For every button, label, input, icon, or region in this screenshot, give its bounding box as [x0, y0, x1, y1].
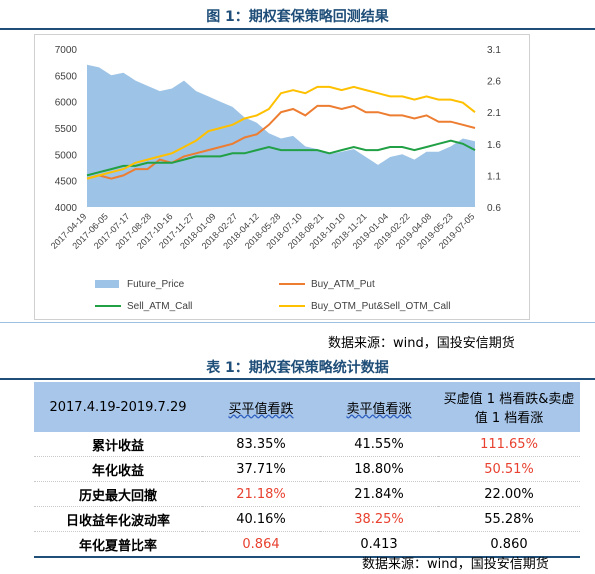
y-right-tick-label: 2.1: [487, 108, 501, 119]
y-left-tick-label: 6500: [55, 71, 78, 82]
title-rule: [0, 28, 595, 30]
table-source: 数据来源：wind，国投安信期货: [362, 557, 549, 572]
legend-future-price-label: Future_Price: [127, 279, 185, 290]
chart-area: 4000 4500 5000 5500 6000 6500 7000 0.6 1.1 1.6 2.1…: [34, 34, 530, 320]
series-future-price-area: [87, 64, 475, 207]
header-sell-atm-call-label: 卖平值看涨: [346, 401, 412, 417]
row-label: 累计收益: [34, 432, 202, 457]
table-cell: 38.25%: [320, 506, 438, 532]
legend-otm-combo-label: Buy_OTM_Put&Sell_OTM_Call: [311, 301, 451, 312]
table-cell: 21.84%: [320, 481, 438, 507]
y-right-tick-label: 3.1: [487, 45, 501, 56]
row-label: 日收益年化波动率: [34, 506, 202, 532]
table-cell: 0.413: [320, 531, 438, 558]
table-cell: 111.65%: [438, 432, 580, 457]
table-cell: 41.55%: [320, 432, 438, 457]
table-cell: 83.35%: [202, 432, 320, 457]
table-cell: 0.860: [438, 531, 580, 558]
figure-source: 数据来源：wind，国投安信期货: [328, 336, 515, 351]
y-right-tick-label: 1.6: [487, 140, 501, 151]
legend-sell-atm-call-label: Sell_ATM_Call: [127, 301, 192, 312]
table-cell: 50.51%: [438, 456, 580, 482]
table-row-cumulative-return: 累计收益 83.35% 41.55% 111.65%: [34, 432, 580, 457]
table-cell: 21.18%: [202, 481, 320, 507]
table-title: 表 1：期权套保策略统计数据: [206, 360, 389, 376]
series-otm-combo-line: [86, 85, 476, 180]
y-right-tick-label: 2.6: [487, 77, 501, 88]
header-buy-atm-put-label: 买平值看跌: [228, 401, 294, 417]
legend-future-price-swatch: [95, 280, 119, 288]
table-row-annual-return: 年化收益 37.71% 18.80% 50.51%: [34, 456, 580, 482]
y-left-tick-label: 7000: [55, 45, 78, 56]
y-right-tick-label: 1.1: [487, 171, 501, 182]
table-row-sharpe: 年化夏普比率 0.864 0.413 0.860: [34, 531, 580, 558]
row-label: 年化夏普比率: [34, 531, 202, 558]
y-left-tick-label: 6000: [55, 98, 78, 109]
chart-svg: 4000 4500 5000 5500 6000 6500 7000 0.6 1.1 1.6 2.1…: [49, 45, 502, 312]
series-buy-atm-put-line: [86, 104, 476, 180]
header-period: 2017.4.19-2019.7.29: [34, 382, 202, 432]
y-left-tick-label: 4500: [55, 177, 78, 188]
y-left-tick-label: 5000: [55, 150, 78, 161]
legend-buy-atm-put-label: Buy_ATM_Put: [311, 279, 375, 290]
table-cell: 55.28%: [438, 506, 580, 532]
y-right-tick-label: 0.6: [487, 203, 501, 214]
table-row-daily-vol: 日收益年化波动率 40.16% 38.25% 55.28%: [34, 506, 580, 532]
table-cell: 37.71%: [202, 456, 320, 482]
y-left-tick-label: 4000: [55, 203, 78, 214]
chart-bottom-rule: [0, 322, 595, 323]
table-cell: 18.80%: [320, 456, 438, 482]
header-otm-combo: 买虚值 1 档看跌&卖虚值 1 档看涨: [438, 382, 580, 432]
header-buy-atm-put: 买平值看跌: [202, 382, 320, 432]
table-cell: 40.16%: [202, 506, 320, 532]
series-sell-atm-call-line: [86, 139, 476, 177]
row-label: 年化收益: [34, 456, 202, 482]
y-left-tick-label: 5500: [55, 124, 78, 135]
table-title-rule: [0, 378, 595, 380]
table-header-row: 2017.4.19-2019.7.29 买平值看跌 卖平值看涨 买虚值 1 档看…: [34, 382, 580, 432]
stats-table: 2017.4.19-2019.7.29 买平值看跌 卖平值看涨 买虚值 1 档看…: [34, 382, 580, 558]
row-label: 历史最大回撤: [34, 481, 202, 507]
header-sell-atm-call: 卖平值看涨: [320, 382, 438, 432]
table-row-max-drawdown: 历史最大回撤 21.18% 21.84% 22.00%: [34, 481, 580, 507]
table-cell: 0.864: [202, 531, 320, 558]
figure-title: 图 1：期权套保策略回测结果: [206, 9, 389, 25]
table-cell: 22.00%: [438, 481, 580, 507]
